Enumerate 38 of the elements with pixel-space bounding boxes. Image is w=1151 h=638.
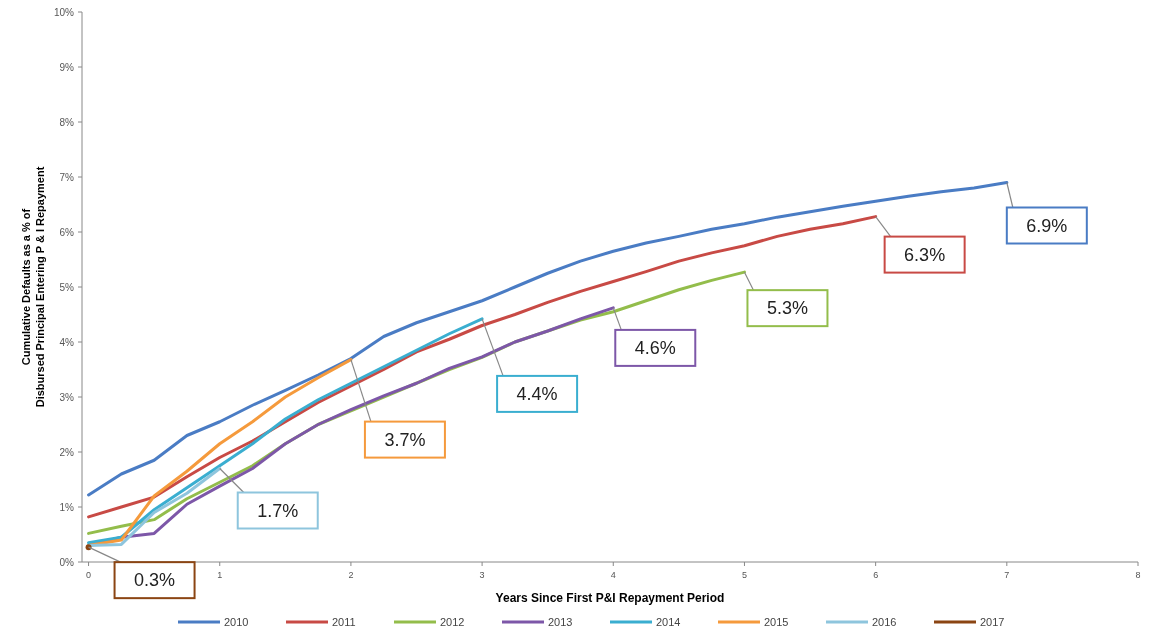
y-tick-label: 4% bbox=[59, 336, 75, 348]
x-tick-label: 7 bbox=[1004, 570, 1010, 580]
y-tick-label: 6% bbox=[59, 226, 75, 238]
legend-label: 2015 bbox=[764, 615, 789, 628]
x-tick-label: 5 bbox=[741, 570, 747, 580]
annotation: 5.3% bbox=[766, 298, 808, 319]
annotation: 6.3% bbox=[904, 244, 946, 265]
y-tick-label: 0% bbox=[59, 556, 75, 568]
y-tick-label: 5% bbox=[59, 281, 75, 293]
y-tick-label: 2% bbox=[59, 446, 75, 458]
x-axis-title: Years Since First P&I Repayment Period bbox=[495, 591, 725, 605]
annotation: 1.7% bbox=[257, 500, 299, 521]
x-tick-label: 2 bbox=[348, 570, 354, 580]
legend-label: 2011 bbox=[332, 615, 356, 628]
legend-label: 2014 bbox=[656, 615, 681, 628]
y-tick-label: 9% bbox=[59, 61, 75, 73]
legend-label: 2012 bbox=[440, 615, 465, 628]
x-tick-label: 0 bbox=[86, 570, 92, 580]
legend-label: 2017 bbox=[980, 615, 1005, 628]
x-tick-label: 4 bbox=[610, 570, 616, 580]
y-tick-label: 3% bbox=[59, 391, 75, 403]
annotation: 4.6% bbox=[634, 338, 676, 359]
x-tick-label: 6 bbox=[873, 570, 879, 580]
y-tick-label: 10% bbox=[53, 6, 75, 18]
annotation: 3.7% bbox=[384, 429, 426, 450]
annotation: 4.4% bbox=[516, 384, 558, 405]
annotation: 6.9% bbox=[1026, 215, 1068, 236]
annotation: 0.3% bbox=[134, 570, 176, 591]
x-tick-label: 3 bbox=[479, 570, 485, 580]
x-tick-label: 1 bbox=[217, 570, 223, 580]
y-tick-label: 7% bbox=[59, 171, 75, 183]
y-tick-label: 1% bbox=[59, 501, 75, 513]
legend-label: 2016 bbox=[872, 615, 897, 628]
legend-label: 2013 bbox=[548, 615, 573, 628]
y-tick-label: 8% bbox=[59, 116, 75, 128]
x-tick-label: 8 bbox=[1135, 570, 1141, 580]
legend-label: 2010 bbox=[224, 615, 249, 628]
y-axis-title: Cumulative Defaults as a % of Disbursed Principal Entering P & I Repayment bbox=[20, 166, 46, 408]
